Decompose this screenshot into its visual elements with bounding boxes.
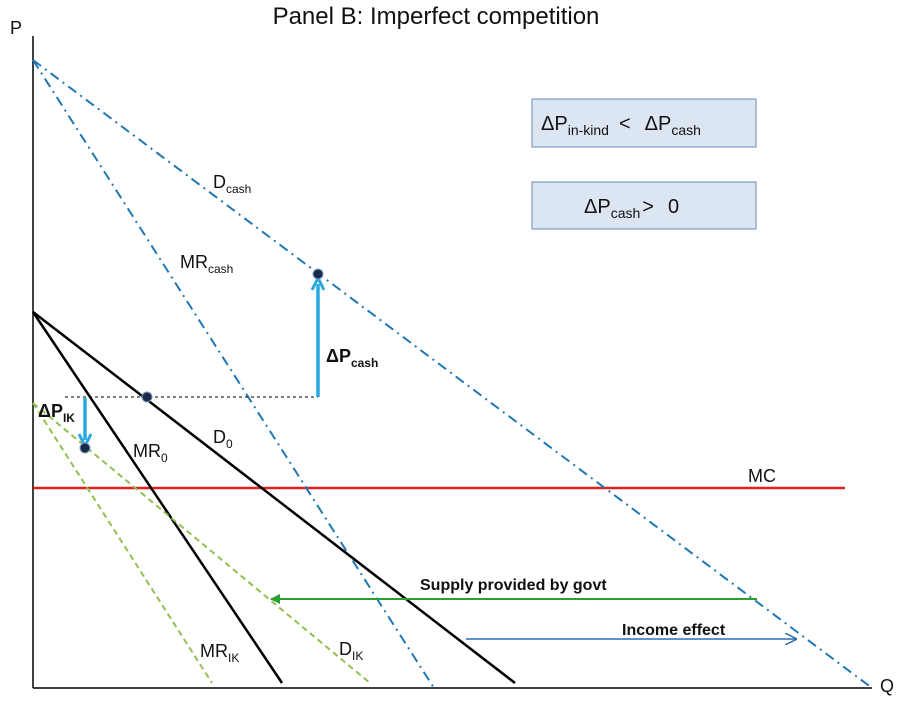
mr-ik-label: MRIK bbox=[200, 641, 239, 665]
original-price-point bbox=[141, 391, 153, 403]
d-cash-label: Dcash bbox=[213, 172, 251, 196]
positive-box-text: ΔPcash >0 bbox=[584, 196, 679, 221]
income-effect-label: Income effect bbox=[622, 622, 726, 639]
mr-cash-label: MRcash bbox=[180, 252, 233, 276]
mr-zero-curve bbox=[31, 311, 284, 684]
delta-p-ik-label: ΔPIK bbox=[38, 401, 75, 425]
cash-price-point bbox=[312, 268, 324, 280]
x-axis-label: Q bbox=[880, 676, 894, 696]
d-zero-curve bbox=[32, 311, 516, 684]
d-ik-label: DIK bbox=[339, 639, 363, 663]
d-cash-curve bbox=[32, 59, 873, 689]
y-axis-label: P bbox=[10, 18, 22, 38]
positive-box bbox=[531, 181, 757, 230]
d-zero-label: D0 bbox=[213, 427, 233, 451]
comparison-box bbox=[531, 98, 757, 148]
supply-govt-label: Supply provided by govt bbox=[420, 577, 607, 594]
comparison-box-text: ΔPin-kind < ΔPcash bbox=[541, 113, 701, 138]
mr-ik-curve bbox=[32, 402, 213, 684]
diagram-title: Panel B: Imperfect competition bbox=[273, 3, 600, 30]
in-kind-price-point bbox=[79, 442, 91, 454]
mr-zero-label: MR0 bbox=[133, 441, 168, 465]
delta-p-cash-label: ΔPcash bbox=[326, 346, 378, 370]
mr-cash-curve bbox=[32, 59, 435, 689]
mc-label: MC bbox=[748, 466, 776, 486]
